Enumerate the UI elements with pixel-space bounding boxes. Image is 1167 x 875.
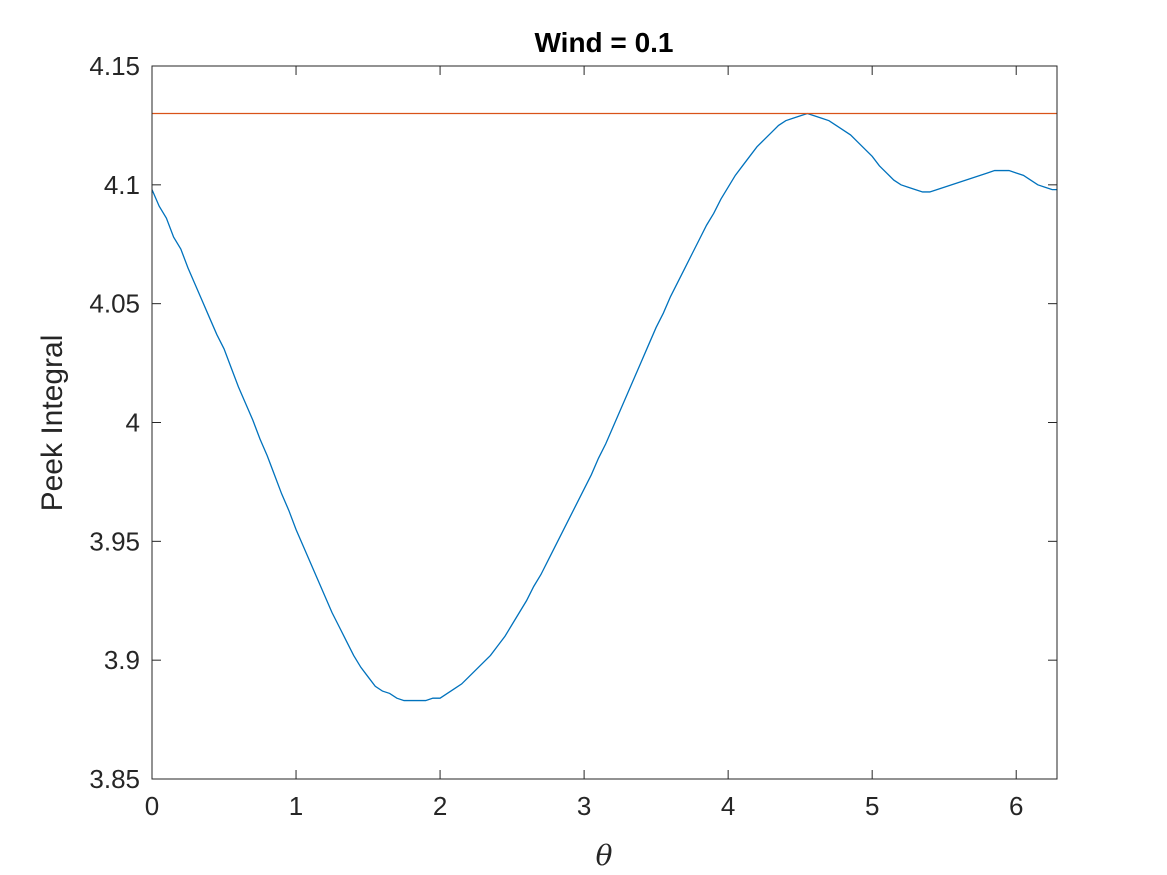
x-tick-label: 2	[433, 791, 447, 821]
y-tick-label: 4	[126, 408, 140, 438]
chart-title: Wind = 0.1	[534, 27, 673, 58]
y-tick-label: 4.1	[104, 170, 140, 200]
axes-background	[152, 66, 1057, 779]
x-tick-label: 3	[577, 791, 591, 821]
y-axis-label: Peek Integral	[36, 335, 69, 512]
x-tick-label: 0	[145, 791, 159, 821]
x-tick-label: 1	[289, 791, 303, 821]
x-tick-label: 5	[865, 791, 879, 821]
y-tick-label: 3.9	[104, 645, 140, 675]
x-tick-label: 4	[721, 791, 735, 821]
series-line-1	[152, 112, 1057, 702]
y-tick-label: 4.15	[89, 51, 140, 81]
y-tick-label: 4.05	[89, 289, 140, 319]
x-axis-label: θ	[596, 839, 613, 872]
x-tick-label: 6	[1009, 791, 1023, 821]
y-tick-label: 3.95	[89, 526, 140, 556]
y-tick-label: 3.85	[89, 764, 140, 794]
plot-area: 0 1 2 3 4 5 6 3.85 3.9 3.95 4 4.05 4.1 4.15	[89, 51, 1058, 821]
